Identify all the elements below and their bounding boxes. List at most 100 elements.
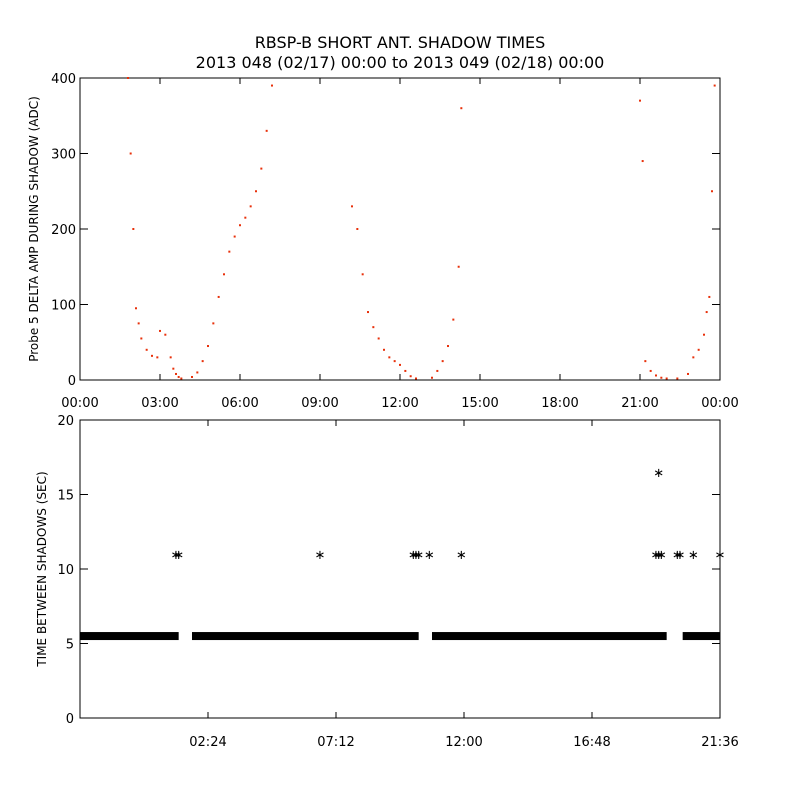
bottom-y-tick-label: 0 [66,712,74,727]
top-data-point [233,235,236,238]
top-data-point [180,377,183,380]
top-data-point [415,377,417,380]
chart-subtitle: 2013 048 (02/17) 00:00 to 2013 049 (02/1… [196,53,605,72]
bottom-data-point: ∗ [651,548,662,563]
bottom-y-tick-label: 10 [57,563,74,578]
chart-title: RBSP-B SHORT ANT. SHADOW TIMES [255,33,546,52]
top-data-point [164,333,167,336]
top-data-point [697,348,700,351]
top-data-point [660,376,663,379]
top-y-tick-label: 0 [68,374,76,389]
top-data-point [460,107,463,110]
top-data-point [452,318,455,321]
bottom-y-tick-label: 5 [66,638,74,653]
top-x-tick-label: 00:00 [61,396,98,411]
top-x-tick-label: 21:00 [621,396,658,411]
bottom-x-tick-label: 02:24 [189,735,226,750]
top-data-point [705,311,708,314]
bottom-data-point: ∗ [171,548,182,563]
top-data-point [239,224,241,227]
bottom-data-point: ∗ [408,548,419,563]
top-x-tick-label: 18:00 [541,396,578,411]
top-x-tick-label: 15:00 [461,396,498,411]
bottom-x-ticks: 02:24 07:12 12:00 16:48 21:36 [189,420,739,750]
top-data-point [708,295,711,298]
top-x-tick-label: 00:00 [701,396,738,411]
top-data-point [436,369,439,372]
top-data-point [692,356,695,359]
bottom-data-point: ∗ [688,548,699,563]
bottom-baseline-segment [192,632,419,641]
top-data-point [156,356,159,359]
top-plot-frame [79,77,721,381]
top-data-point [356,228,359,230]
bottom-data-point: ∗ [456,548,467,563]
top-data-point [172,367,175,370]
top-x-tick-label: 09:00 [301,396,338,411]
top-data-point [393,360,396,363]
top-data-point [260,167,263,170]
top-data-point [372,326,375,329]
top-data-point [244,216,247,219]
top-data-point [655,374,657,377]
bottom-baseline-segment [80,632,179,641]
top-data-point [265,129,268,132]
bottom-panel: TIME BETWEEN SHADOWS (SEC) 02:24 07:12 12:… [35,414,739,750]
top-data-point [644,360,647,363]
top-data-point [383,348,385,351]
bottom-data-point: ∗ [424,548,435,563]
top-data-point [249,205,252,208]
top-data-point [703,333,705,336]
top-data-point [145,348,148,351]
top-data-point [409,375,412,378]
bottom-baseline-band [80,632,720,641]
top-data-point [177,375,180,378]
bottom-data-point: ∗ [653,548,664,563]
bottom-series-points: ∗∗ ∗ ∗∗∗ ∗ ∗ ∗∗∗ ∗∗ ∗ ∗∗ [171,466,726,563]
bottom-y-axis-label: TIME BETWEEN SHADOWS (SEC) [35,471,49,667]
top-data-point [255,190,257,193]
top-data-point [175,372,177,375]
top-data-point [271,84,273,87]
top-data-point [388,356,391,359]
bottom-data-point: ∗ [672,548,683,563]
bottom-baseline-segment [682,632,720,641]
top-y-tick-label: 300 [51,148,76,163]
top-data-point [201,360,204,363]
top-x-tick-label: 03:00 [141,396,178,411]
top-data-point [217,295,220,298]
bottom-x-tick-label: 07:12 [317,735,354,750]
bottom-x-tick-label: 16:48 [573,735,610,750]
top-data-point [399,363,401,366]
top-data-point [665,377,668,380]
top-y-tick-label: 400 [51,72,76,87]
top-data-point [151,354,153,357]
bottom-x-tick-label: 12:00 [445,735,482,750]
top-y-axis-label: Probe 5 DELTA AMP DURING SHADOW (ADC) [27,96,41,362]
top-data-point [367,311,369,314]
bottom-data-point: ∗ [315,548,326,563]
bottom-data-point: ∗ [675,548,686,563]
top-data-point [676,377,679,380]
bottom-data-point: ∗ [656,548,667,563]
top-data-point [132,228,135,230]
top-data-point [457,265,460,268]
bottom-data-point: ∗ [715,548,726,563]
top-x-ticks: 00:00 03:00 06:00 09:00 12:00 15:00 18:00 21:00… [61,78,739,411]
top-data-point [207,345,209,348]
top-data-point [361,273,364,276]
bottom-y-tick-label: 15 [57,489,74,504]
top-data-point [137,322,140,325]
top-data-point [431,376,433,379]
top-data-point [159,329,161,332]
top-data-point [377,337,380,340]
top-x-tick-label: 06:00 [221,396,258,411]
top-data-point [639,99,641,102]
top-data-point [127,77,129,79]
top-data-point [129,152,132,155]
bottom-data-point: ∗ [413,548,424,563]
top-x-tick-label: 12:00 [381,396,418,411]
top-data-point [228,250,231,253]
top-data-point [140,337,143,340]
